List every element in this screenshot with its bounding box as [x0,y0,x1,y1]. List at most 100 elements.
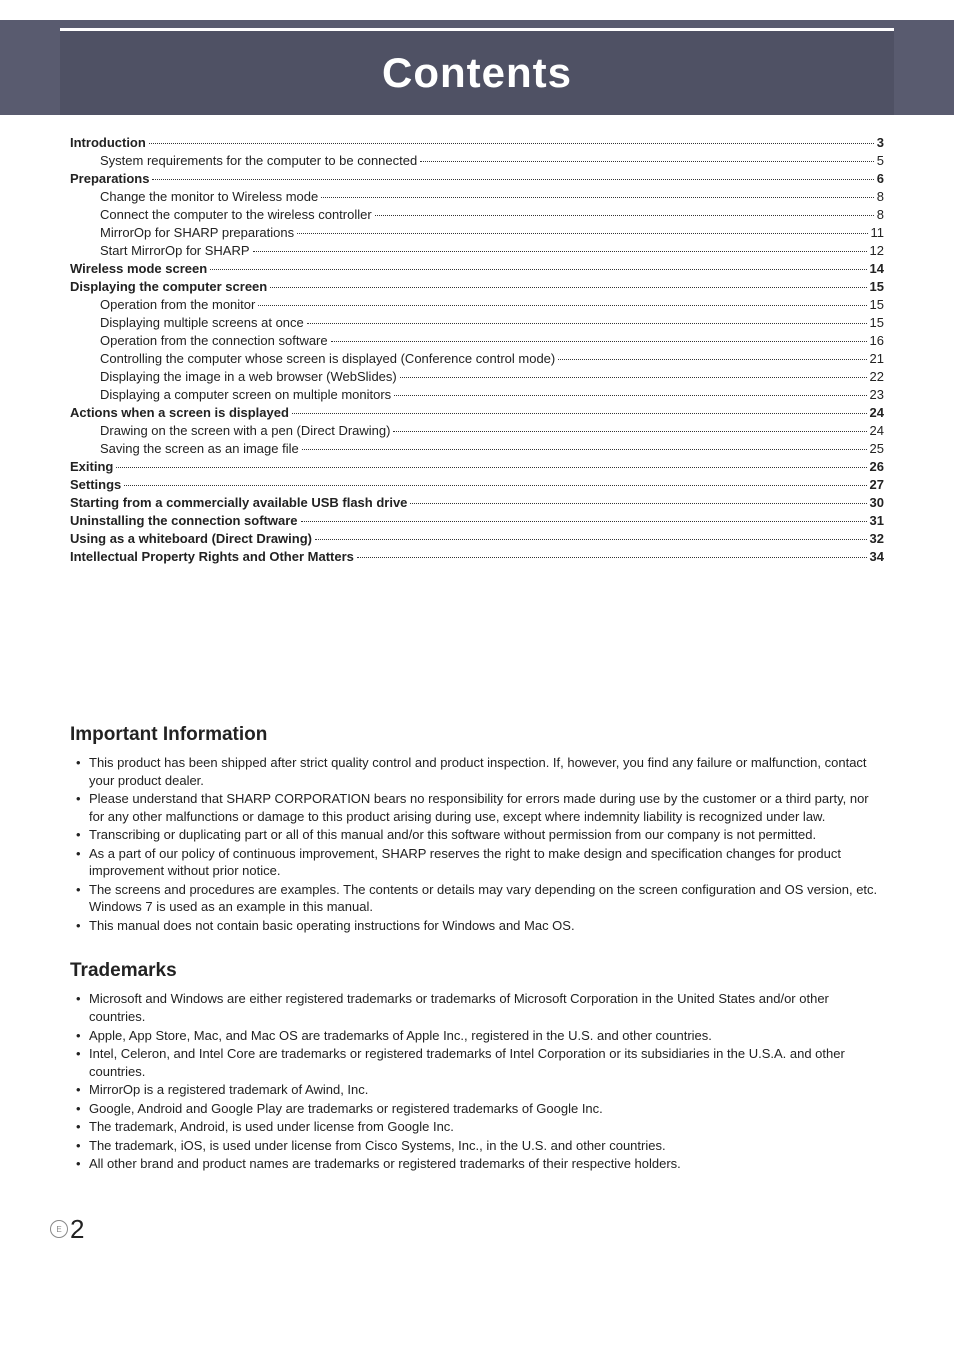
toc-dots [307,323,867,324]
toc-label: System requirements for the computer to … [100,153,417,168]
toc-page: 12 [870,243,884,258]
toc-label: Wireless mode screen [70,261,207,276]
toc-dots [297,233,867,234]
toc-item: Displaying the computer screen 15 [70,279,884,294]
toc-dots [394,395,866,396]
toc-item: Drawing on the screen with a pen (Direct… [70,423,884,438]
toc-item: Start MirrorOp for SHARP 12 [70,243,884,258]
page-footer: E 2 [0,1174,954,1265]
toc-page: 34 [870,549,884,564]
toc-label: Connect the computer to the wireless con… [100,207,372,222]
important-info-list: This product has been shipped after stri… [70,754,884,934]
toc-label: Controlling the computer whose screen is… [100,351,555,366]
sections-container: Important Information This product has b… [0,724,954,1173]
toc-page: 23 [870,387,884,402]
toc-item: Introduction 3 [70,135,884,150]
toc-label: Operation from the connection software [100,333,328,348]
toc-page: 8 [877,189,884,204]
list-item: Apple, App Store, Mac, and Mac OS are tr… [76,1027,884,1045]
list-item: All other brand and product names are tr… [76,1155,884,1173]
list-item: This manual does not contain basic opera… [76,917,884,935]
toc-page: 25 [870,441,884,456]
toc-page: 24 [870,423,884,438]
table-of-contents: Introduction 3 System requirements for th… [0,115,954,564]
toc-label: Drawing on the screen with a pen (Direct… [100,423,390,438]
toc-item: Operation from the connection software 1… [70,333,884,348]
toc-item: Displaying the image in a web browser (W… [70,369,884,384]
toc-item: Exiting 26 [70,459,884,474]
toc-item: Settings 27 [70,477,884,492]
toc-page: 15 [870,279,884,294]
toc-item: System requirements for the computer to … [70,153,884,168]
footer-marker-icon: E [50,1220,68,1238]
list-item: MirrorOp is a registered trademark of Aw… [76,1081,884,1099]
toc-label: Using as a whiteboard (Direct Drawing) [70,531,312,546]
important-info-heading: Important Information [70,724,884,746]
toc-page: 22 [870,369,884,384]
toc-dots [210,269,866,270]
toc-item: Displaying a computer screen on multiple… [70,387,884,402]
toc-dots [375,215,874,216]
toc-label: Settings [70,477,121,492]
toc-dots [400,377,867,378]
toc-label: Displaying the image in a web browser (W… [100,369,397,384]
toc-page: 26 [870,459,884,474]
toc-label: Displaying multiple screens at once [100,315,304,330]
toc-item: Saving the screen as an image file 25 [70,441,884,456]
list-item: Google, Android and Google Play are trad… [76,1100,884,1118]
toc-label: Preparations [70,171,149,186]
toc-item: Connect the computer to the wireless con… [70,207,884,222]
list-item: Transcribing or duplicating part or all … [76,826,884,844]
toc-label: Exiting [70,459,113,474]
toc-item: Change the monitor to Wireless mode 8 [70,189,884,204]
toc-dots [270,287,866,288]
toc-dots [124,485,866,486]
toc-page: 14 [870,261,884,276]
toc-dots [410,503,866,504]
toc-dots [149,143,874,144]
toc-page: 11 [871,225,885,240]
toc-label: Displaying the computer screen [70,279,267,294]
toc-dots [258,305,866,306]
toc-dots [116,467,866,468]
toc-label: MirrorOp for SHARP preparations [100,225,294,240]
toc-item: Intellectual Property Rights and Other M… [70,549,884,564]
toc-page: 6 [877,171,884,186]
list-item: The trademark, iOS, is used under licens… [76,1137,884,1155]
toc-dots [321,197,874,198]
toc-page: 8 [877,207,884,222]
toc-page: 15 [870,315,884,330]
toc-label: Change the monitor to Wireless mode [100,189,318,204]
toc-dots [302,449,867,450]
toc-item: Wireless mode screen 14 [70,261,884,276]
list-item: As a part of our policy of continuous im… [76,845,884,880]
toc-page: 21 [870,351,884,366]
toc-item: Operation from the monitor 15 [70,297,884,312]
toc-label: Introduction [70,135,146,150]
toc-page: 32 [870,531,884,546]
list-item: This product has been shipped after stri… [76,754,884,789]
toc-label: Starting from a commercially available U… [70,495,407,510]
toc-page: 16 [870,333,884,348]
toc-item: Starting from a commercially available U… [70,495,884,510]
list-item: Microsoft and Windows are either registe… [76,990,884,1025]
toc-page: 24 [870,405,884,420]
toc-label: Actions when a screen is displayed [70,405,289,420]
toc-label: Start MirrorOp for SHARP [100,243,250,258]
toc-item: Using as a whiteboard (Direct Drawing) 3… [70,531,884,546]
toc-dots [301,521,867,522]
toc-dots [357,557,867,558]
toc-item: Controlling the computer whose screen is… [70,351,884,366]
list-item: The trademark, Android, is used under li… [76,1118,884,1136]
toc-label: Intellectual Property Rights and Other M… [70,549,354,564]
footer-page-number: 2 [70,1214,84,1245]
toc-page: 3 [877,135,884,150]
toc-dots [393,431,866,432]
toc-dots [558,359,866,360]
toc-label: Saving the screen as an image file [100,441,299,456]
toc-dots [152,179,873,180]
toc-label: Operation from the monitor [100,297,255,312]
toc-dots [331,341,867,342]
header-bar: Contents [0,20,954,115]
toc-page: 27 [870,477,884,492]
